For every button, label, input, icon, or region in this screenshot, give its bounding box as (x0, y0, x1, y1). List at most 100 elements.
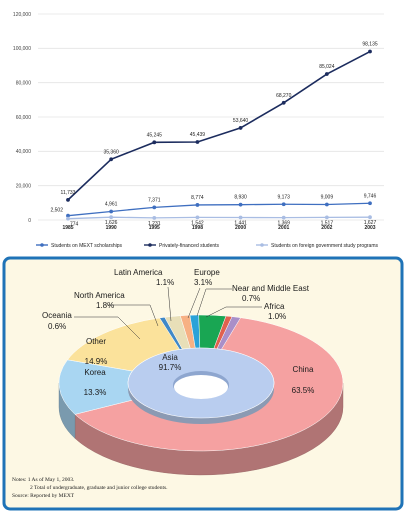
data-label: 774 (70, 222, 79, 228)
data-point (238, 202, 243, 207)
data-point (368, 215, 372, 220)
x-tick-label: 2000 (235, 225, 246, 231)
data-label: 45,439 (190, 132, 206, 138)
data-label: 9,009 (321, 195, 334, 201)
x-tick-label: 2002 (321, 225, 332, 231)
data-label: 53,640 (233, 118, 249, 124)
leader-line (108, 304, 159, 327)
y-tick-label: 100,000 (13, 46, 31, 52)
data-label: 1,369 (277, 221, 290, 227)
slice-value: 1.8% (96, 301, 114, 310)
data-label: 8,930 (234, 195, 247, 201)
slice-value: 1.0% (268, 312, 286, 321)
x-tick-label: 1985 (62, 225, 73, 231)
leader-line (187, 287, 201, 319)
y-tick-label: 20,000 (16, 183, 32, 189)
leader-line (196, 288, 232, 317)
legend-marker (148, 243, 152, 247)
y-tick-label: 60,000 (16, 115, 32, 121)
slice-value: 0.7% (242, 294, 260, 303)
slice-name: Other (86, 337, 106, 346)
donut-hole (174, 375, 228, 399)
note-line-1: Notes: 1 As of May 1, 2003. (12, 476, 75, 483)
data-label: 85,024 (319, 64, 335, 70)
data-label: 4,961 (105, 201, 118, 207)
data-label: 2,502 (50, 208, 63, 214)
data-label: 1,626 (105, 220, 118, 226)
data-label: 1,231 (148, 221, 161, 227)
note-source: Source: Reported by MEXT (12, 493, 75, 499)
x-tick-label: 1990 (106, 225, 117, 231)
pie-tops (58, 314, 344, 452)
inner-ring-name: Asia (162, 353, 178, 362)
slice-value: 63.5% (292, 386, 315, 395)
note-line-2: 2 Total of undergraduate, graduate and j… (30, 484, 168, 491)
notes: Notes: 1 As of May 1, 2003. 2 Total of u… (12, 476, 168, 499)
line-chart: 0 20,000 40,000 60,000 80,000 100,000 120,000 1… (13, 12, 384, 249)
series-line (67, 50, 371, 201)
data-label: 7,371 (148, 197, 161, 203)
data-point (152, 215, 157, 220)
data-point (238, 215, 243, 220)
slice-name: Latin America (114, 268, 163, 277)
data-label: 68,270 (276, 93, 292, 99)
data-point (109, 215, 114, 220)
data-point (281, 215, 286, 220)
data-point (109, 209, 114, 214)
data-label: 9,173 (277, 194, 290, 200)
slice-name: China (293, 365, 314, 374)
leader-line (74, 316, 141, 340)
y-tick-label: 120,000 (13, 12, 31, 18)
x-tick-label: 1998 (192, 225, 203, 231)
slice-value: 1.1% (156, 278, 174, 287)
data-point (324, 215, 329, 220)
data-label: 9,746 (364, 193, 377, 199)
slice-name: Europe (194, 268, 220, 277)
data-point (152, 205, 157, 210)
data-label: 1,542 (191, 220, 204, 226)
x-tick-label: 2001 (278, 225, 289, 231)
slice-name: Korea (84, 368, 106, 377)
slice-name: Near and Middle East (232, 284, 310, 293)
x-tick-label: 1995 (149, 225, 160, 231)
data-label: 98,135 (362, 42, 378, 48)
data-point (66, 213, 70, 218)
data-point (66, 216, 70, 221)
data-label: 11,733 (61, 190, 76, 196)
data-point (368, 49, 372, 54)
slice-name: Africa (264, 302, 285, 311)
data-point (109, 157, 114, 162)
slice-name: North America (74, 291, 125, 300)
inner-ring-value: 91.7% (159, 363, 182, 372)
leader-line (167, 286, 172, 322)
data-label: 45,245 (147, 132, 163, 138)
data-label: 1,441 (234, 221, 247, 227)
data-label: 35,360 (103, 149, 119, 155)
legend-entry: Privately-financed students (159, 243, 220, 249)
data-label: 8,774 (191, 195, 204, 201)
slice-value: 13.3% (84, 388, 107, 397)
data-point (238, 126, 243, 130)
x-tick-label: 2003 (364, 225, 375, 231)
data-label: 1,517 (321, 220, 334, 226)
data-point (368, 201, 372, 206)
slice-value: 3.1% (194, 278, 212, 287)
data-point (281, 100, 286, 105)
series-line (67, 216, 371, 220)
data-label: 1,627 (364, 220, 377, 226)
data-point (195, 215, 200, 220)
legend-entry: Students on foreign government study pro… (271, 243, 379, 249)
y-tick-label: 0 (28, 218, 31, 224)
data-point (195, 140, 200, 144)
slice-value: 14.9% (85, 357, 108, 366)
legend-entry: Students on MEXT scholarships (51, 243, 123, 249)
legend-marker (40, 243, 44, 247)
slice-name: Oceania (42, 311, 72, 320)
slice-value: 0.6% (48, 322, 66, 331)
y-tick-label: 40,000 (16, 149, 32, 155)
data-point (152, 140, 157, 145)
data-point (324, 72, 329, 76)
